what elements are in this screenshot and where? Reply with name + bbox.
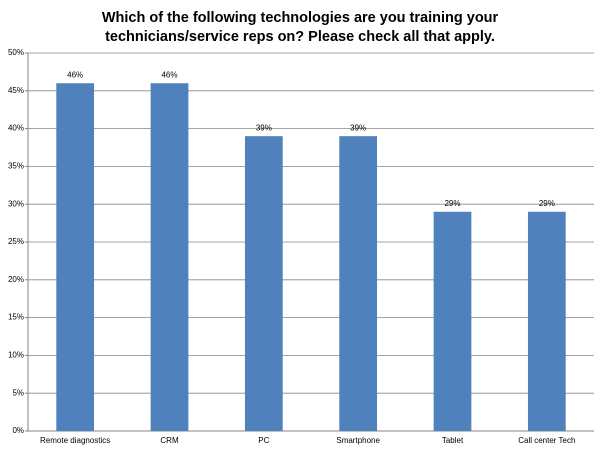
x-tick-label: PC [258, 436, 269, 445]
y-tick-label: 5% [12, 388, 24, 397]
x-tick-label: Remote diagnostics [40, 436, 110, 445]
bar [527, 211, 566, 431]
bar [56, 83, 95, 432]
y-tick-label: 25% [8, 237, 24, 246]
value-label: 29% [539, 199, 555, 208]
bar [433, 211, 472, 431]
y-tick-label: 50% [8, 48, 24, 57]
y-tick-label: 40% [8, 124, 24, 133]
x-tick-label: CRM [160, 436, 179, 445]
x-tick-label: Call center Tech [518, 436, 575, 445]
y-tick-label: 0% [12, 426, 24, 435]
y-tick-label: 15% [8, 313, 24, 322]
x-tick-label: Tablet [442, 436, 464, 445]
y-tick-label: 10% [8, 351, 24, 360]
y-tick-label: 20% [8, 275, 24, 284]
value-label: 46% [161, 70, 177, 79]
value-label: 39% [256, 123, 272, 132]
y-tick-label: 30% [8, 199, 24, 208]
bar [244, 136, 283, 431]
bar [150, 83, 189, 432]
chart-title: Which of the following technologies are … [102, 10, 499, 26]
value-label: 29% [444, 199, 460, 208]
value-label: 46% [67, 70, 83, 79]
x-tick-label: Smartphone [336, 436, 380, 445]
chart-title: technicians/service reps on? Please chec… [105, 29, 495, 45]
y-tick-label: 35% [8, 162, 24, 171]
y-tick-label: 45% [8, 86, 24, 95]
bar [339, 136, 378, 431]
value-label: 39% [350, 123, 366, 132]
